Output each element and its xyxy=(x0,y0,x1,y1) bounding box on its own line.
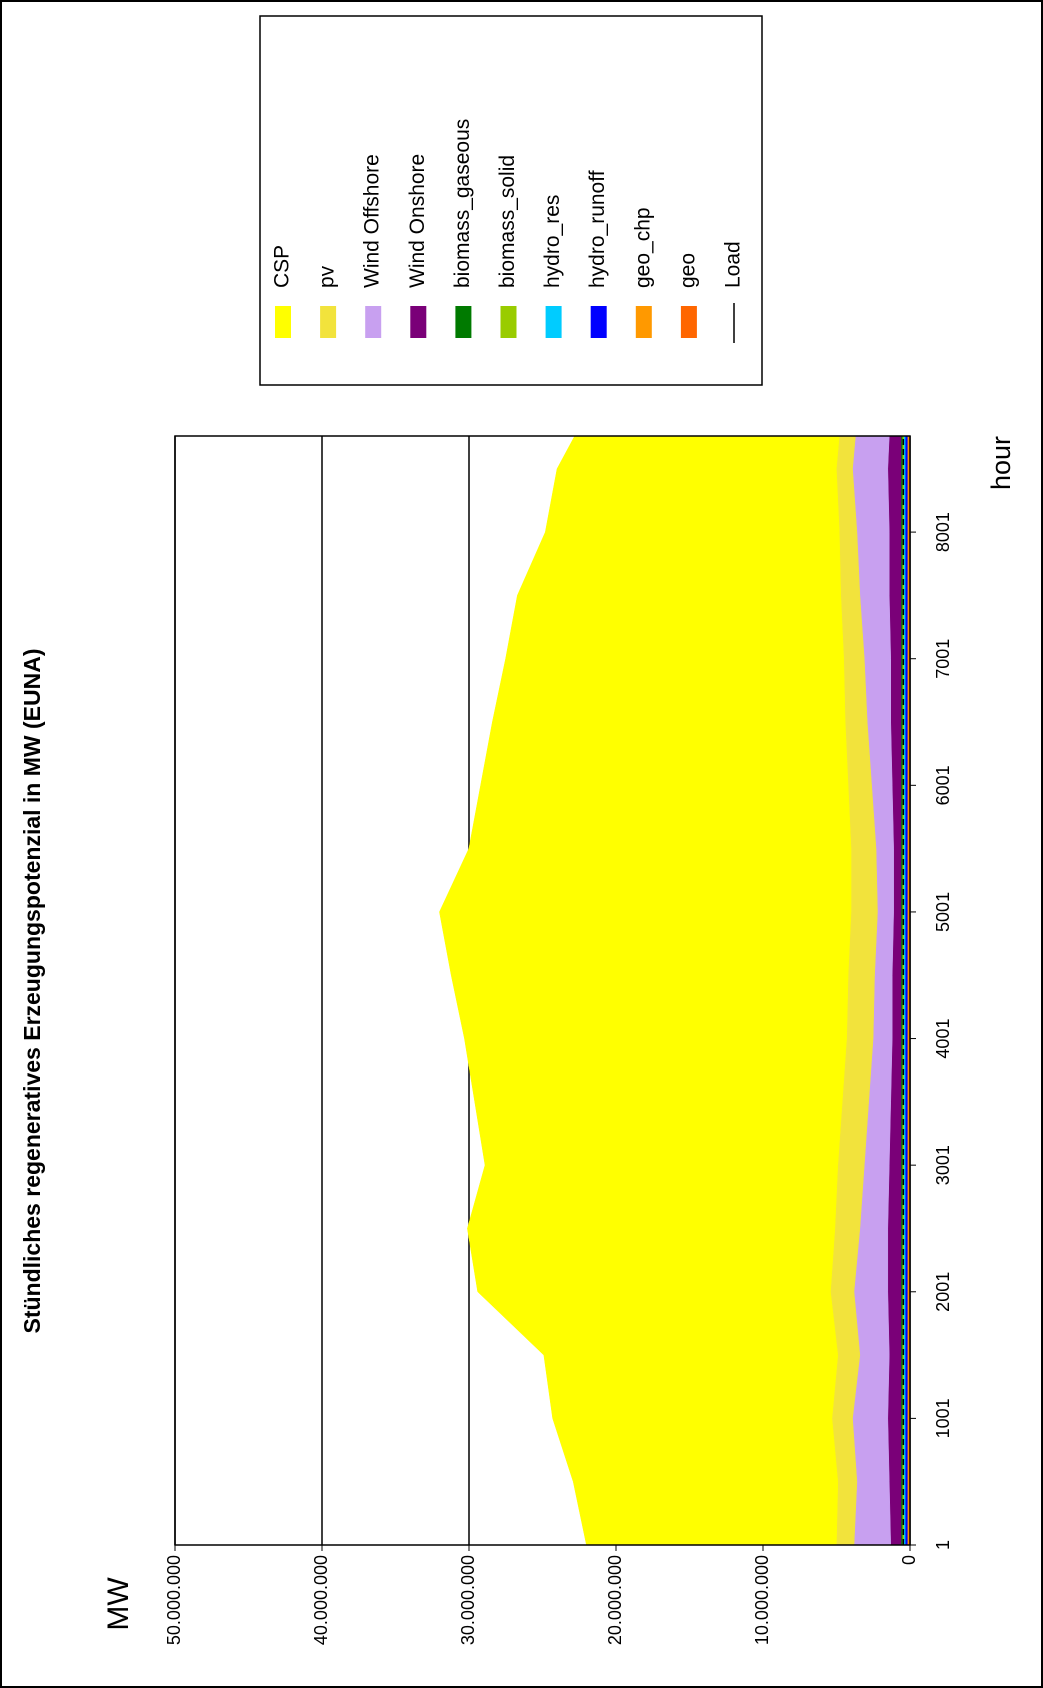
legend-swatch xyxy=(635,306,652,338)
legend-swatch xyxy=(545,306,562,338)
legend-label: hydro_runoff xyxy=(586,170,609,288)
x-tick-label: 3001 xyxy=(933,1145,953,1185)
y-tick-label: 40.000.000 xyxy=(311,1555,331,1645)
legend-swatch xyxy=(275,306,291,338)
legend-label: Wind Offshore xyxy=(361,154,384,288)
legend-label: Load xyxy=(722,241,745,288)
legend-label: geo_chp xyxy=(631,207,654,288)
legend-swatch xyxy=(320,306,337,338)
y-tick-label: 10.000.000 xyxy=(752,1555,772,1645)
rotated-chart: Stündliches regeneratives Erzeugungspote… xyxy=(19,15,1016,1645)
x-axis-label: hour xyxy=(986,436,1016,490)
legend-label: biomass_gaseous xyxy=(451,119,474,288)
x-tick-label: 1 xyxy=(933,1540,953,1550)
legend-label: biomass_solid xyxy=(496,155,519,288)
legend-swatch xyxy=(410,306,427,338)
x-tick-label: 5001 xyxy=(933,892,953,932)
legend-swatch xyxy=(365,306,382,338)
x-tick-label: 2001 xyxy=(933,1272,953,1312)
y-tick-label: 20.000.000 xyxy=(605,1555,625,1645)
legend-swatch xyxy=(590,306,607,338)
y-tick-label: 0 xyxy=(899,1555,919,1565)
area xyxy=(904,435,908,1546)
x-tick-label: 8001 xyxy=(933,512,953,552)
legend-label: CSP xyxy=(271,245,294,288)
x-tick-label: 1001 xyxy=(933,1398,953,1438)
chart-title: Stündliches regeneratives Erzeugungspote… xyxy=(19,649,45,1334)
x-tick-label: 6001 xyxy=(933,765,953,805)
legend-label: hydro_res xyxy=(541,195,564,288)
y-tick-label: 50.000.000 xyxy=(164,1555,184,1645)
x-tick-label: 7001 xyxy=(933,639,953,679)
legend-swatch xyxy=(680,306,697,338)
legend-label: pv xyxy=(316,265,339,288)
legend-swatch xyxy=(455,306,472,338)
x-tick-label: 4001 xyxy=(933,1019,953,1059)
legend-box xyxy=(259,15,763,386)
legend-swatch xyxy=(500,306,517,338)
plot-frame xyxy=(174,435,911,1546)
y-axis-label: MW xyxy=(102,1577,135,1631)
legend-label: Wind Onshore xyxy=(406,154,429,288)
y-tick-label: 30.000.000 xyxy=(458,1555,478,1645)
legend-label: geo xyxy=(676,253,699,288)
